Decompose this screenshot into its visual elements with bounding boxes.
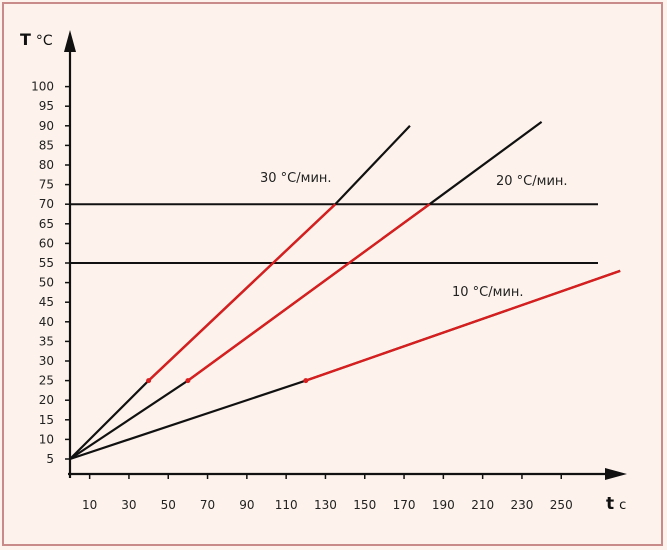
series-highlight-2 <box>305 269 621 382</box>
y-tick-label: 85 <box>39 138 54 152</box>
x-axis-label-main: t <box>606 494 614 514</box>
y-tick-label: 50 <box>39 276 54 290</box>
x-tick-label: 90 <box>239 498 254 512</box>
y-axis-label-unit: °C <box>36 33 53 49</box>
x-tick-label: 30 <box>121 498 136 512</box>
x-tick-label: 130 <box>314 498 337 512</box>
y-tick-label: 30 <box>39 354 54 368</box>
y-tick-label: 45 <box>39 295 54 309</box>
x-tick-label: 50 <box>161 498 176 512</box>
y-tick-label: 80 <box>39 158 54 172</box>
y-tick-label: 10 <box>39 432 54 446</box>
series-marker-0 <box>146 378 152 384</box>
x-tick-label: 150 <box>353 498 376 512</box>
y-tick-label: 70 <box>39 197 54 211</box>
y-axis-label-main: T <box>20 30 31 49</box>
x-tick-label: 250 <box>550 498 573 512</box>
x-tick-label: 230 <box>510 498 533 512</box>
series-highlight-1 <box>187 203 431 382</box>
series-label-0: 30 °C/мин. <box>260 171 332 186</box>
series-label-1: 20 °C/мин. <box>496 174 568 189</box>
y-tick-label: 95 <box>39 99 54 113</box>
y-axis-label: T °C <box>20 30 53 49</box>
y-tick-label: 5 <box>46 452 54 466</box>
series-label-2: 10 °C/мин. <box>452 285 524 300</box>
series-marker-1 <box>185 378 191 384</box>
y-tick-label: 25 <box>39 374 54 388</box>
y-tick-label: 60 <box>39 236 54 250</box>
x-axis-label-unit: c <box>619 498 626 513</box>
y-tick-label: 15 <box>39 413 54 427</box>
x-axis-arrow <box>605 468 627 480</box>
series-highlight-0 <box>147 203 337 382</box>
x-tick-label: 10 <box>82 498 97 512</box>
y-tick-label: 100 <box>31 80 54 94</box>
series-marker-2 <box>303 378 309 384</box>
y-axis-arrow <box>64 30 76 52</box>
x-tick-label: 70 <box>200 498 215 512</box>
y-tick-label: 90 <box>39 119 54 133</box>
y-tick-label: 65 <box>39 217 54 231</box>
series-line-0 <box>69 125 411 460</box>
y-tick-label: 35 <box>39 334 54 348</box>
x-tick-label: 110 <box>275 498 298 512</box>
y-tick-label: 75 <box>39 178 54 192</box>
y-tick-label: 55 <box>39 256 54 270</box>
x-tick-label: 190 <box>432 498 455 512</box>
x-tick-label: 210 <box>471 498 494 512</box>
y-tick-label: 40 <box>39 315 54 329</box>
x-tick-label: 170 <box>393 498 416 512</box>
y-tick-label: 20 <box>39 393 54 407</box>
